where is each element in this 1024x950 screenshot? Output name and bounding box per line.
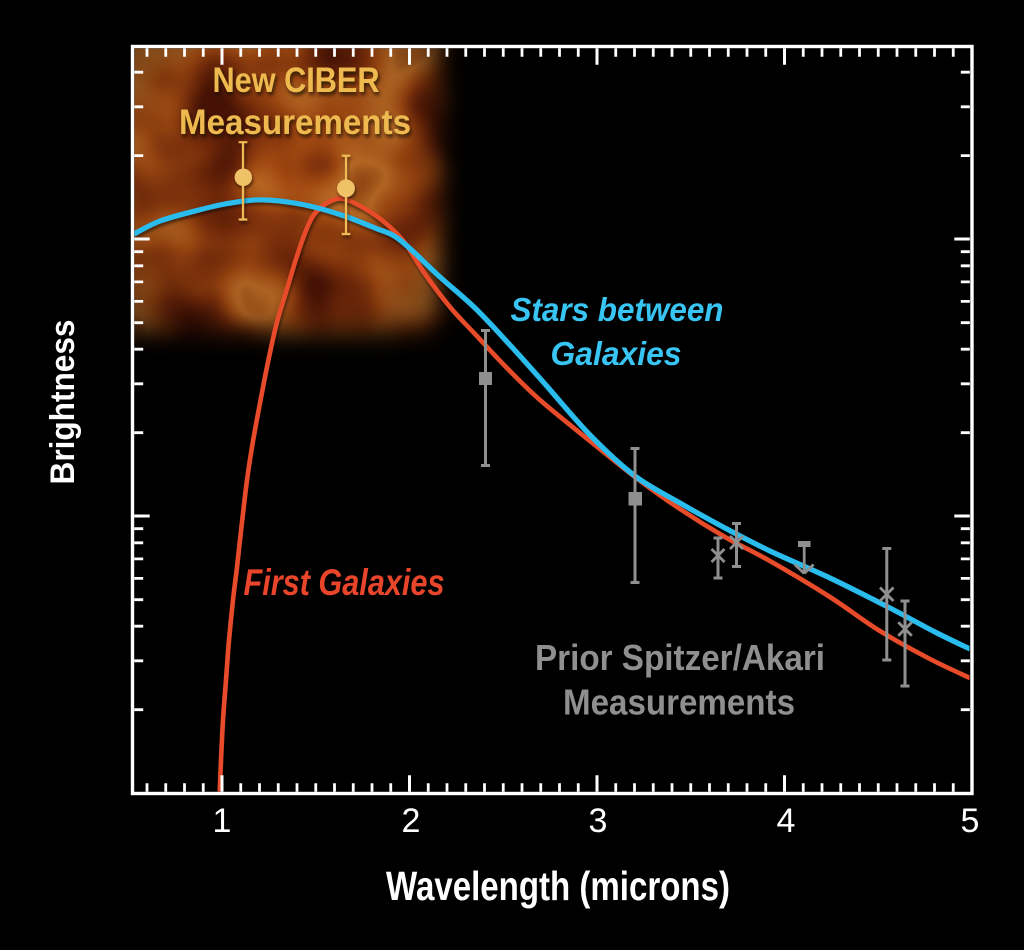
svg-text:1: 1 — [213, 802, 232, 840]
svg-text:5: 5 — [961, 802, 980, 840]
svg-text:New CIBER: New CIBER — [213, 61, 380, 100]
svg-text:Measurements: Measurements — [179, 103, 411, 142]
svg-text:Wavelength (microns): Wavelength (microns) — [386, 863, 730, 909]
svg-text:First Galaxies: First Galaxies — [244, 562, 445, 603]
svg-text:3: 3 — [589, 802, 608, 840]
svg-text:4: 4 — [777, 802, 796, 840]
svg-text:Measurements: Measurements — [563, 682, 795, 723]
svg-text:2: 2 — [402, 802, 421, 840]
svg-text:Brightness: Brightness — [44, 320, 82, 485]
svg-text:Galaxies: Galaxies — [551, 335, 682, 372]
svg-text:Prior Spitzer/Akari: Prior Spitzer/Akari — [535, 637, 825, 678]
svg-text:Stars between: Stars between — [511, 291, 724, 328]
